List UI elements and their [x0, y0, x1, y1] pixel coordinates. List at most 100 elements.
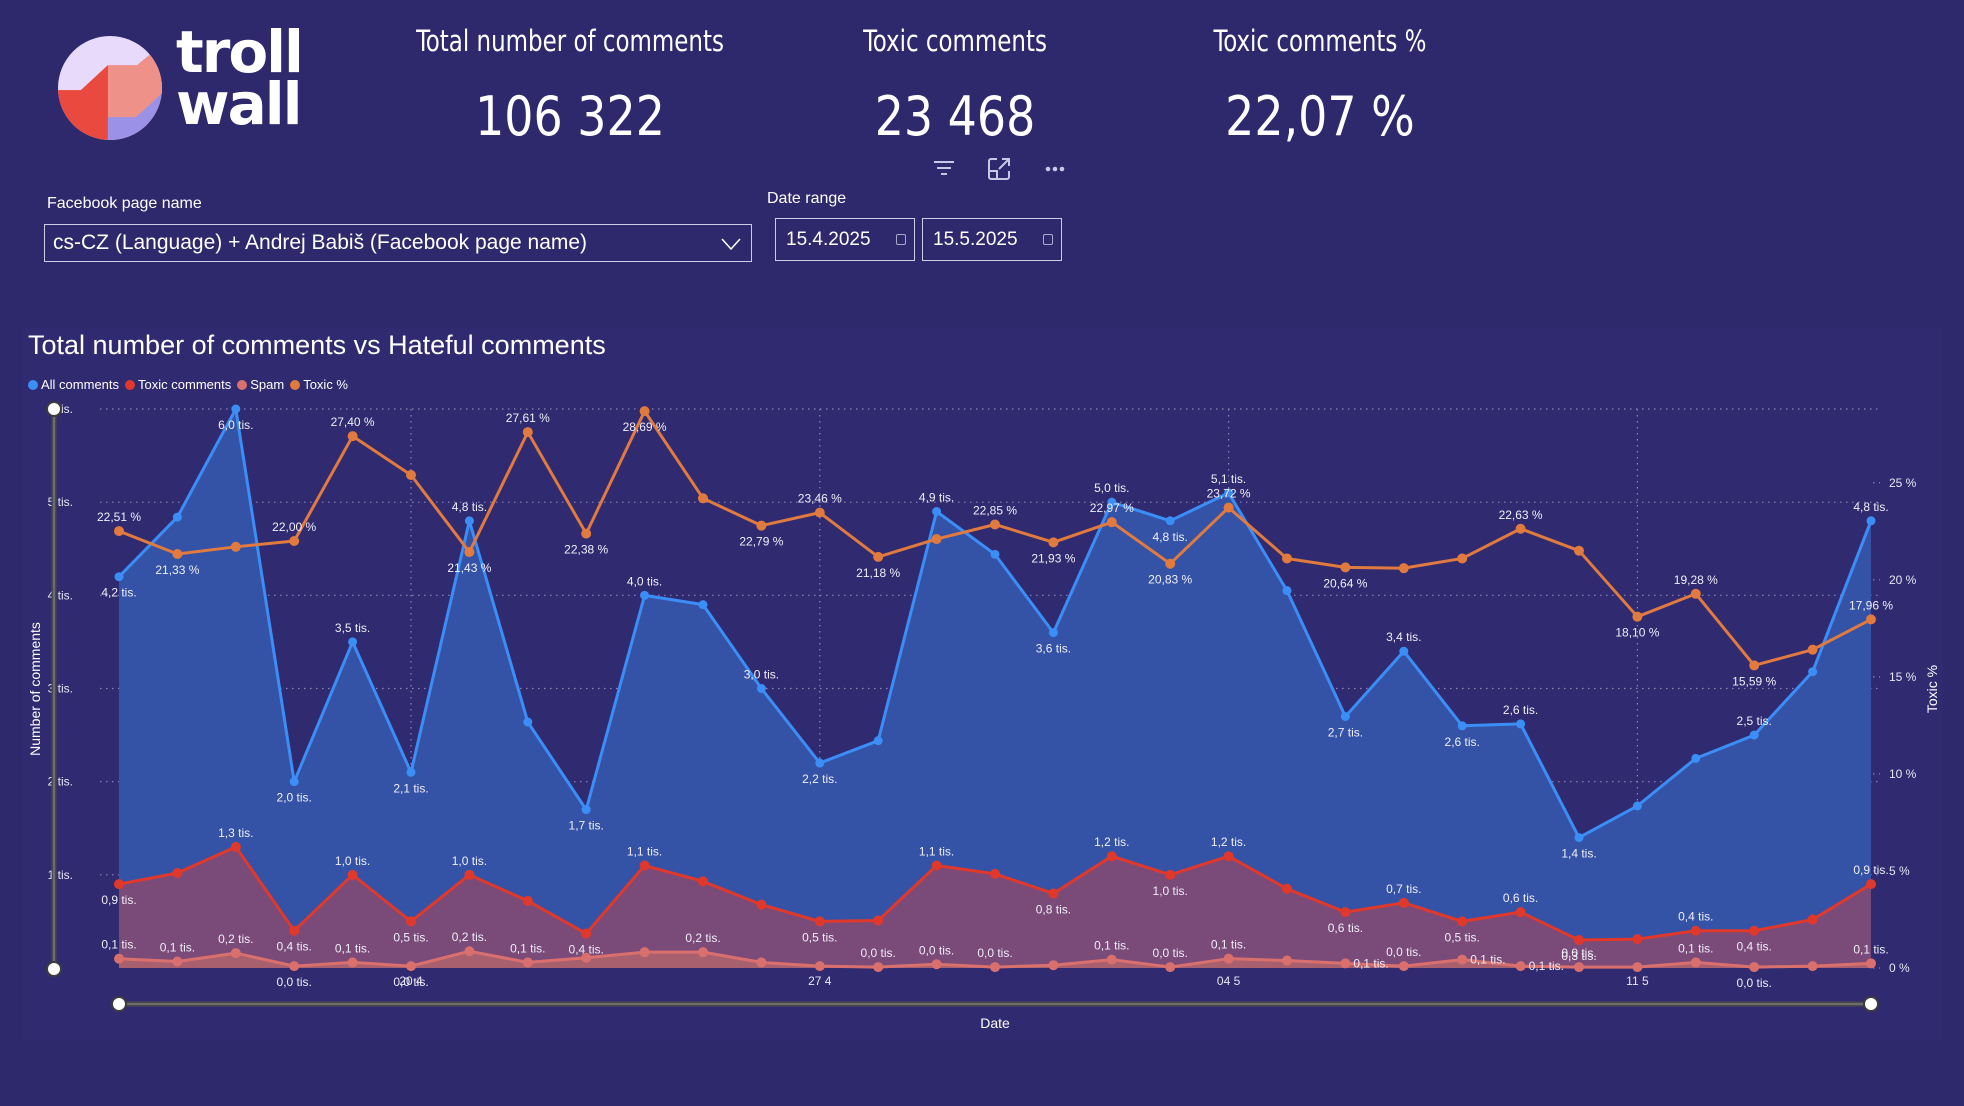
point-toxic-comments[interactable] [698, 876, 708, 887]
point-all-comments[interactable] [231, 404, 241, 414]
facebook-page-dropdown[interactable]: cs-CZ (Language) + Andrej Babiš (Faceboo… [44, 224, 752, 262]
point-toxic-comments[interactable] [114, 879, 124, 890]
point-all-comments[interactable] [1516, 719, 1526, 729]
date-from-input[interactable]: 15.4.2025 [775, 218, 915, 261]
point-spam[interactable] [990, 962, 1000, 973]
point-all-comments[interactable] [114, 572, 124, 582]
point-toxic-pct[interactable] [1223, 502, 1234, 513]
calendar-icon[interactable] [1043, 234, 1053, 245]
calendar-icon[interactable] [896, 234, 906, 245]
point-all-comments[interactable] [1340, 711, 1350, 721]
point-all-comments[interactable] [990, 549, 1000, 559]
point-toxic-pct[interactable] [1690, 588, 1701, 599]
point-spam[interactable] [172, 956, 183, 967]
point-all-comments[interactable] [1691, 753, 1701, 763]
point-toxic-pct[interactable] [1749, 660, 1760, 671]
point-toxic-comments[interactable] [814, 916, 825, 927]
point-toxic-pct[interactable] [1340, 562, 1351, 573]
point-toxic-pct[interactable] [1632, 611, 1643, 622]
point-toxic-comments[interactable] [1515, 907, 1526, 918]
point-toxic-pct[interactable] [1807, 644, 1818, 655]
vertical-zoom-handle-bottom[interactable] [46, 961, 62, 977]
point-spam[interactable] [1574, 962, 1584, 973]
point-spam[interactable] [1398, 961, 1409, 972]
point-toxic-pct[interactable] [873, 551, 884, 562]
point-toxic-pct[interactable] [990, 519, 1000, 530]
point-toxic-comments[interactable] [1340, 907, 1351, 918]
point-toxic-comments[interactable] [873, 915, 884, 926]
point-all-comments[interactable] [756, 684, 766, 693]
point-toxic-pct[interactable] [931, 534, 942, 545]
legend-item-all-comments[interactable]: All comments [28, 377, 119, 392]
point-all-comments[interactable] [1399, 646, 1409, 656]
point-spam[interactable] [347, 957, 358, 968]
point-toxic-comments[interactable] [347, 869, 358, 880]
point-toxic-pct[interactable] [639, 406, 650, 417]
point-all-comments[interactable] [640, 590, 650, 600]
point-spam[interactable] [522, 957, 533, 968]
more-options-icon[interactable] [1040, 154, 1070, 184]
point-toxic-comments[interactable] [1807, 914, 1818, 925]
point-toxic-comments[interactable] [1866, 879, 1876, 890]
point-toxic-comments[interactable] [1690, 925, 1701, 936]
point-all-comments[interactable] [1282, 586, 1292, 596]
point-toxic-pct[interactable] [581, 528, 592, 539]
point-toxic-pct[interactable] [1866, 614, 1876, 625]
point-all-comments[interactable] [1048, 628, 1058, 638]
point-spam[interactable] [1632, 962, 1643, 973]
point-toxic-comments[interactable] [1457, 916, 1468, 927]
point-spam[interactable] [1048, 960, 1059, 971]
point-spam[interactable] [1807, 961, 1818, 972]
point-toxic-pct[interactable] [1457, 553, 1468, 564]
point-spam[interactable] [406, 961, 416, 972]
point-toxic-comments[interactable] [1282, 883, 1292, 894]
point-all-comments[interactable] [815, 758, 825, 768]
point-toxic-comments[interactable] [522, 895, 533, 906]
point-toxic-comments[interactable] [1048, 888, 1059, 899]
point-spam[interactable] [230, 948, 241, 959]
point-spam[interactable] [639, 947, 650, 958]
point-toxic-comments[interactable] [581, 928, 592, 939]
point-spam[interactable] [289, 961, 300, 972]
point-toxic-pct[interactable] [464, 547, 475, 558]
point-toxic-comments[interactable] [1632, 934, 1643, 945]
point-toxic-comments[interactable] [1398, 897, 1409, 908]
point-toxic-pct[interactable] [522, 427, 533, 438]
date-to-input[interactable]: 15.5.2025 [922, 218, 1062, 261]
point-toxic-pct[interactable] [1282, 553, 1292, 564]
legend-item-toxic-pct[interactable]: Toxic % [290, 377, 348, 392]
point-all-comments[interactable] [523, 717, 533, 727]
point-spam[interactable] [756, 957, 767, 968]
point-toxic-comments[interactable] [931, 860, 942, 871]
point-all-comments[interactable] [1808, 667, 1818, 677]
point-spam[interactable] [1749, 962, 1760, 973]
horizontal-zoom-handle-right[interactable] [1863, 996, 1879, 1012]
point-all-comments[interactable] [932, 506, 942, 516]
point-all-comments[interactable] [1224, 488, 1234, 498]
point-toxic-comments[interactable] [756, 899, 767, 910]
point-toxic-comments[interactable] [1223, 851, 1234, 862]
point-spam[interactable] [931, 959, 942, 970]
point-all-comments[interactable] [406, 767, 416, 777]
point-spam[interactable] [114, 953, 124, 964]
point-toxic-pct[interactable] [1398, 563, 1409, 574]
point-spam[interactable] [1340, 958, 1351, 969]
point-toxic-pct[interactable] [289, 535, 300, 546]
point-toxic-pct[interactable] [1165, 558, 1176, 569]
point-all-comments[interactable] [464, 516, 474, 526]
point-toxic-pct[interactable] [1048, 537, 1059, 548]
point-all-comments[interactable] [873, 736, 883, 746]
point-spam[interactable] [814, 961, 825, 972]
vertical-zoom-handle-top[interactable] [46, 401, 62, 417]
point-toxic-comments[interactable] [1106, 851, 1117, 862]
point-all-comments[interactable] [1632, 801, 1642, 811]
point-spam[interactable] [1457, 954, 1468, 965]
point-all-comments[interactable] [698, 600, 708, 610]
point-all-comments[interactable] [348, 637, 358, 647]
filter-icon[interactable] [929, 154, 959, 184]
point-toxic-comments[interactable] [990, 868, 1000, 879]
legend-item-toxic-comments[interactable]: Toxic comments [125, 377, 231, 392]
horizontal-zoom-handle-left[interactable] [111, 996, 127, 1012]
point-all-comments[interactable] [1749, 730, 1759, 740]
point-all-comments[interactable] [581, 805, 591, 815]
